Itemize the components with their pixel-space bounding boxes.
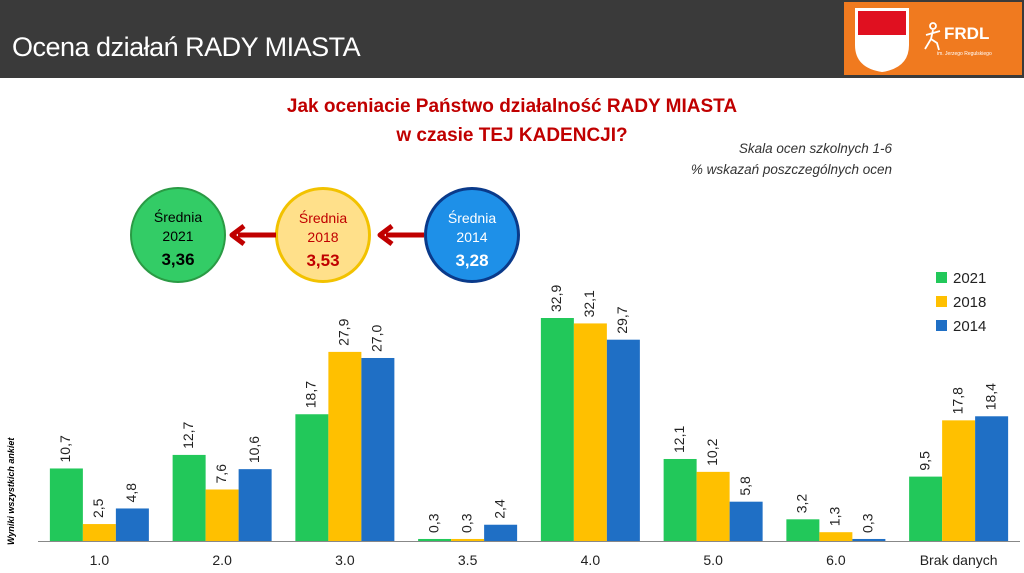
bar-2018 <box>451 538 485 541</box>
bar-2021 <box>295 414 329 541</box>
legend-entry: 2014 <box>953 318 986 335</box>
bar-2021 <box>540 318 574 541</box>
bar-2021 <box>49 468 83 541</box>
data-label: 7,6 <box>213 464 229 484</box>
data-label: 17,8 <box>949 387 965 414</box>
average-label: Średnia <box>298 210 348 226</box>
data-label: 10,6 <box>246 436 262 463</box>
logo-text: FRDL <box>944 24 990 43</box>
average-2021-circle: Średnia 2021 3,36 <box>130 187 226 283</box>
bar-2014 <box>361 357 395 541</box>
coat-of-arms-icon <box>855 8 909 73</box>
logo: FRDL im. Jerzego Regulskiego <box>844 2 1022 75</box>
x-tick-label: 3.0 <box>335 552 355 568</box>
data-label: 10,7 <box>57 435 73 462</box>
arrow-left-icon <box>377 224 424 246</box>
data-label: 29,7 <box>614 306 630 333</box>
data-label: 2,4 <box>491 499 507 519</box>
average-label: Średnia <box>447 210 497 226</box>
legend-entry: 2018 <box>953 294 986 311</box>
average-value: 3,53 <box>306 251 340 270</box>
legend-swatch <box>936 272 947 283</box>
average-year: 2018 <box>307 229 339 245</box>
average-2014-circle: Średnia 2014 3,28 <box>424 187 520 283</box>
legend-swatch <box>936 320 947 331</box>
x-tick-label: 6.0 <box>826 552 846 568</box>
bar-2021 <box>909 476 943 541</box>
data-label: 10,2 <box>704 438 720 465</box>
person-icon <box>924 22 941 51</box>
bar-2014 <box>852 538 886 541</box>
chart-question: Jak oceniacie Państwo działalność RADY M… <box>0 92 1024 150</box>
average-year: 2014 <box>456 229 488 245</box>
bar-2018 <box>205 489 239 541</box>
data-label: 27,0 <box>369 325 385 352</box>
bar-2018 <box>328 351 362 541</box>
bar-2014 <box>115 508 149 541</box>
bar-2014 <box>975 416 1009 541</box>
bar-2018 <box>82 524 116 541</box>
average-2018-circle: Średnia 2018 3,53 <box>275 187 371 283</box>
data-label: 18,7 <box>303 381 319 408</box>
bar-2014 <box>484 524 518 541</box>
bar-2018 <box>696 471 730 541</box>
data-label: 4,8 <box>123 483 139 503</box>
bar-2021 <box>418 538 452 541</box>
bar-2021 <box>172 454 206 541</box>
bar-2018 <box>819 532 853 541</box>
data-label: 32,9 <box>548 285 564 312</box>
note-line-1: Skala ocen szkolnych 1-6 <box>738 141 892 156</box>
data-label: 18,4 <box>982 383 998 410</box>
bar-2018 <box>942 420 976 541</box>
note-line-2: % wskazań poszczególnych ocen <box>690 162 892 177</box>
data-label: 0,3 <box>425 513 441 533</box>
x-tick-label: 1.0 <box>90 552 110 568</box>
average-value: 3,36 <box>161 250 195 269</box>
bar-2021 <box>786 519 820 541</box>
bar-2021 <box>663 458 697 541</box>
data-label: 5,8 <box>737 476 753 496</box>
data-label: 9,5 <box>916 451 932 471</box>
x-tick-label: 3.5 <box>458 552 478 568</box>
data-label: 12,7 <box>180 421 196 448</box>
legend-swatch <box>936 296 947 307</box>
data-label: 1,3 <box>827 507 843 527</box>
x-tick-label: 5.0 <box>703 552 723 568</box>
average-year: 2021 <box>162 228 194 244</box>
bar-2014 <box>238 469 272 541</box>
bar-2014 <box>606 339 640 541</box>
data-label: 0,3 <box>860 513 876 533</box>
scale-note: Skala ocen szkolnych 1-6 % wskazań poszc… <box>691 138 892 180</box>
data-label: 32,1 <box>581 290 597 317</box>
legend-entry: 2021 <box>953 270 986 287</box>
data-label: 12,1 <box>671 426 687 453</box>
data-label: 2,5 <box>90 498 106 518</box>
x-tick-label: Brak danych <box>920 552 998 568</box>
logo-subtext: im. Jerzego Regulskiego <box>937 51 992 57</box>
average-value: 3,28 <box>455 251 489 270</box>
average-label: Średnia <box>153 209 203 225</box>
x-tick-label: 2.0 <box>212 552 232 568</box>
bar-2018 <box>573 323 607 541</box>
x-tick-label: 4.0 <box>581 552 601 568</box>
data-label: 3,2 <box>794 494 810 514</box>
page-title: Ocena działań RADY MIASTA <box>12 32 361 62</box>
data-label: 0,3 <box>458 513 474 533</box>
question-line-2: w czasie TEJ KADENCJI? <box>396 125 628 146</box>
question-line-1: Jak oceniacie Państwo działalność RADY M… <box>286 96 738 117</box>
bar-2014 <box>729 501 763 541</box>
arrow-left-icon <box>229 224 276 246</box>
data-label: 27,9 <box>336 318 352 345</box>
